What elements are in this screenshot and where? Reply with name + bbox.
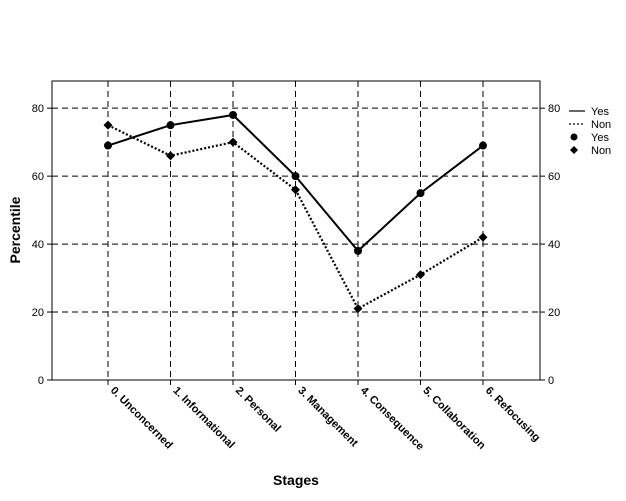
data-point-yes xyxy=(166,121,175,130)
data-point-yes xyxy=(229,110,237,119)
data-point-yes xyxy=(479,141,487,150)
data-point-non xyxy=(291,185,300,195)
data-point-non xyxy=(103,120,113,130)
y-tick-label-left: 20 xyxy=(32,307,44,319)
legend-marker-circle xyxy=(570,133,578,141)
x-axis-title: Stages xyxy=(273,472,319,488)
grid-lines xyxy=(52,81,540,380)
x-tick-label: 3. Management xyxy=(295,385,360,450)
y-axis-title: Percentile xyxy=(7,196,23,263)
data-point-non xyxy=(166,151,175,161)
x-tick-label: 6. Refocusing xyxy=(483,385,542,444)
y-tick-label-right: 60 xyxy=(548,171,560,183)
legend-label: Non xyxy=(591,119,611,131)
y-tick-label-right: 40 xyxy=(548,239,560,251)
data-point-non xyxy=(228,137,238,147)
legend-label: Yes xyxy=(591,132,609,144)
y-tick-label-left: 60 xyxy=(32,171,44,183)
legend-marker-diamond xyxy=(570,146,578,154)
x-tick-label: 1. Informational xyxy=(170,385,236,451)
legend-label: Yes xyxy=(591,106,609,118)
x-tick-label: 0. Unconcerned xyxy=(108,385,175,452)
data-point-non xyxy=(353,304,363,314)
data-point-yes xyxy=(291,172,300,181)
y-tick-label-right: 80 xyxy=(548,103,560,115)
series-markers xyxy=(103,110,488,314)
y-tick-label-right: 20 xyxy=(548,307,560,319)
data-point-yes xyxy=(104,141,112,150)
x-tick-label: 5. Collaboration xyxy=(420,385,487,452)
data-point-non xyxy=(416,270,425,280)
y-tick-label-left: 40 xyxy=(32,239,44,251)
data-point-yes xyxy=(416,189,425,198)
y-tick-label-right: 0 xyxy=(548,375,554,387)
data-point-non xyxy=(478,232,488,242)
y-tick-label-left: 0 xyxy=(38,375,44,387)
legend-label: Non xyxy=(591,145,611,157)
x-tick-label: 2. Personal xyxy=(233,385,283,435)
data-point-yes xyxy=(354,246,362,255)
x-tick-label: 4. Consequence xyxy=(358,385,426,453)
y-tick-label-left: 80 xyxy=(32,103,44,115)
